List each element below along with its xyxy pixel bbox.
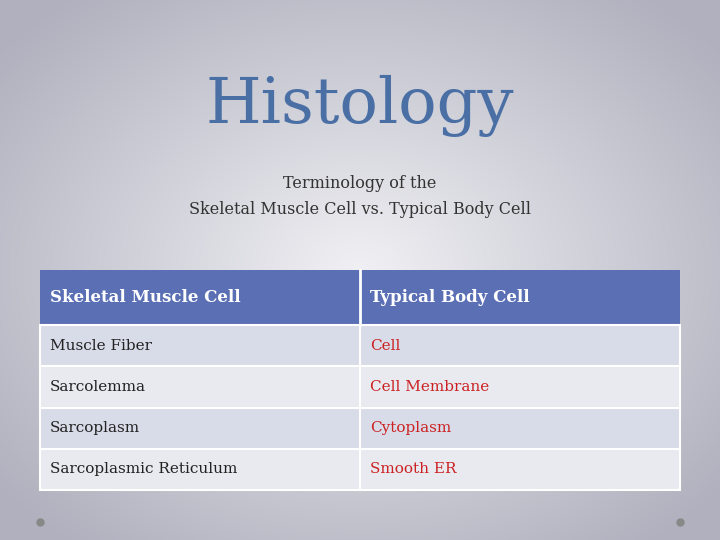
Text: Histology: Histology: [206, 75, 514, 137]
Bar: [40, 366, 680, 408]
Text: Cytoplasm: Cytoplasm: [370, 421, 451, 435]
Text: Sarcoplasmic Reticulum: Sarcoplasmic Reticulum: [50, 462, 238, 476]
Text: Smooth ER: Smooth ER: [370, 462, 456, 476]
Bar: [40, 270, 680, 325]
Bar: [40, 449, 680, 490]
Text: Typical Body Cell: Typical Body Cell: [370, 289, 530, 306]
Text: Muscle Fiber: Muscle Fiber: [50, 339, 152, 353]
Text: Skeletal Muscle Cell: Skeletal Muscle Cell: [50, 289, 240, 306]
Text: Terminology of the
Skeletal Muscle Cell vs. Typical Body Cell: Terminology of the Skeletal Muscle Cell …: [189, 175, 531, 218]
Text: Cell: Cell: [370, 339, 400, 353]
Text: Sarcoplasm: Sarcoplasm: [50, 421, 140, 435]
Bar: [40, 325, 680, 366]
Bar: [40, 408, 680, 449]
Text: Cell Membrane: Cell Membrane: [370, 380, 490, 394]
Text: Sarcolemma: Sarcolemma: [50, 380, 146, 394]
